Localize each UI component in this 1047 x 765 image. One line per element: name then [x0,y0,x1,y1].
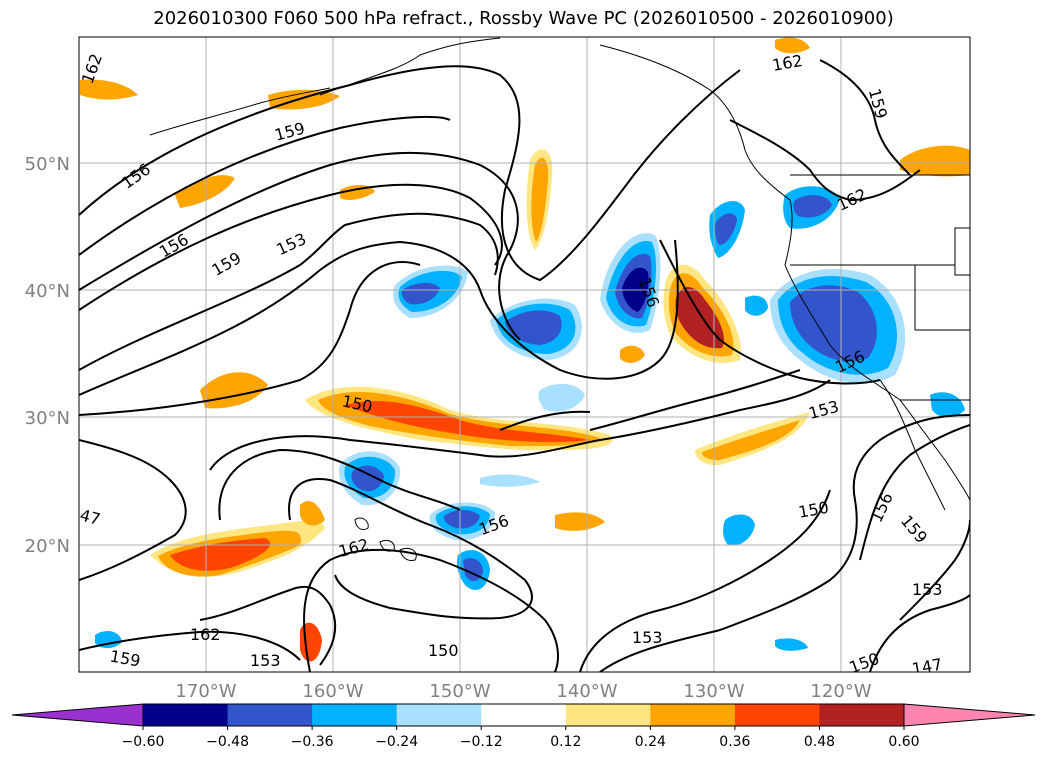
colorbar: −0.60 −0.48 −0.36 −0.24 −0.12 0.12 0.24 0.36 0.4… [11,703,1036,750]
contour-label: 150 [428,641,459,660]
colorbar-border [142,703,905,727]
lon-label: 120°W [810,681,871,702]
lon-label: 170°W [175,681,236,702]
colorbar-segment [650,704,736,726]
colorbar-segment [565,704,651,726]
map-title: 2026010300 F060 500 hPa refract., Rossby… [153,8,894,29]
colorbar-segment [227,704,313,726]
lat-label: 20°N [25,536,70,557]
lon-label: 150°W [429,681,490,702]
colorbar-tick-label: −0.12 [460,734,503,750]
contour-label: 153 [250,651,281,670]
colorbar-tick-label: 0.36 [719,734,750,750]
colorbar-extend-high [903,703,1036,727]
colorbar-tick-label: −0.48 [206,734,249,750]
colorbar-segment [312,704,398,726]
lat-label: 40°N [25,281,70,302]
contour-label: 153 [912,580,943,599]
lat-label: 50°N [25,154,70,175]
contour-label: 147 [910,655,943,679]
colorbar-segment [143,704,229,726]
colorbar-segment [819,704,905,726]
colorbar-segment [734,704,820,726]
colorbar-tick-label: −0.36 [291,734,334,750]
colorbar-tick-label: 0.48 [804,734,835,750]
colorbar-tick-label: 0.24 [635,734,666,750]
colorbar-segment [396,704,482,726]
lon-label: 140°W [556,681,617,702]
anomaly-fills [80,37,970,662]
contour-label: 162 [190,625,221,644]
colorbar-segment [481,704,567,726]
map-border [78,36,971,673]
lon-label: 160°W [302,681,363,702]
grid-lines [79,37,970,672]
lat-label: 30°N [25,408,70,429]
colorbar-tick-label: 0.12 [550,734,581,750]
colorbar-extend-low [11,703,144,727]
contour-lines [79,59,970,672]
lon-label: 130°W [683,681,744,702]
colorbar-tick-label: −0.60 [122,734,165,750]
contour-label: 147 [68,503,102,529]
colorbar-tick-label: 0.60 [888,734,919,750]
contour-label: 153 [632,628,663,647]
colorbar-tick-label: −0.24 [375,734,418,750]
